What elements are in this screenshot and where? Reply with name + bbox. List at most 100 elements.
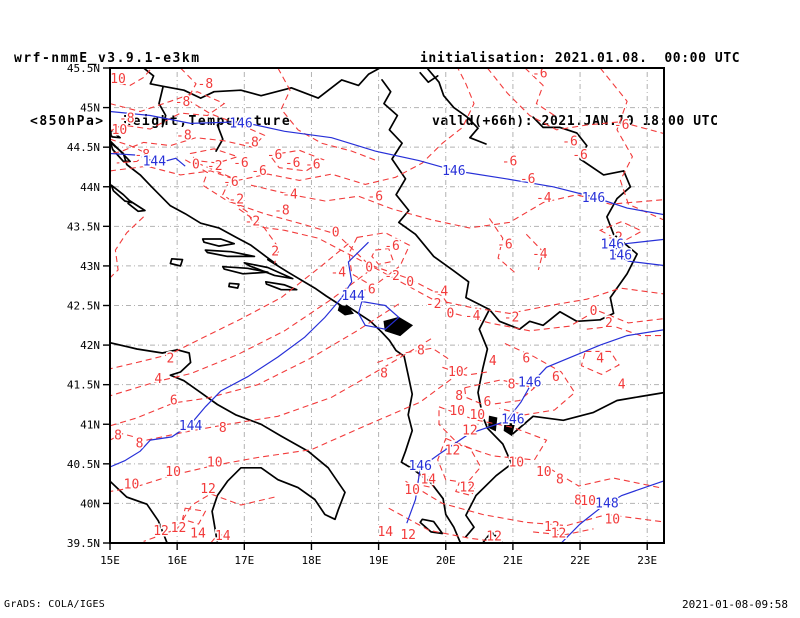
temperature-contour-label: 14: [377, 525, 393, 540]
temperature-contour-label: 4: [618, 378, 626, 393]
temperature-contour-label: 8: [574, 493, 582, 508]
contour-labels: 10 -8-8-810 -8 -8-80 -2 -6-6-6-6-6 -6-6-4-8-2-…: [110, 67, 634, 545]
temperature-contour-label: 10: [207, 455, 223, 470]
temperature-contour-label: 8: [219, 421, 227, 436]
height-contour-label: 144: [179, 419, 203, 434]
temperature-contour-label: -4: [282, 188, 298, 203]
temperature-contour-label: -2: [207, 159, 223, 174]
height-contour-label: 146: [609, 249, 632, 264]
temperature-contour-label: 10: [604, 512, 620, 527]
height-contours: [110, 110, 664, 543]
temperature-contour-label: -2: [504, 310, 520, 325]
temperature-contour-label: -6: [614, 118, 630, 133]
temperature-contour-label: -6: [267, 148, 283, 163]
temperature-contour-label: -6: [305, 158, 321, 173]
temperature-contour-label: -8: [175, 95, 191, 110]
lat-tick-label: 40N: [80, 497, 100, 510]
temperature-contour-label: 0: [590, 304, 598, 319]
grid-lines: [110, 68, 664, 543]
temperature-contour-label: 10: [448, 365, 464, 380]
temperature-contour-label: 6: [483, 395, 491, 410]
temperature-contour-label: -2: [426, 297, 442, 312]
temperature-contour-label: -8: [198, 77, 214, 92]
temperature-contour-label: 8: [556, 473, 564, 488]
height-contour-label: 146: [518, 375, 541, 390]
temperature-contour-label: 8: [136, 436, 144, 451]
temperature-contour-label: 12: [486, 530, 502, 545]
grads-credit: GrADS: COLA/IGES: [4, 599, 106, 610]
lon-tick-label: 21E: [503, 554, 523, 567]
temperature-contour-label: 12: [153, 524, 169, 539]
height-contour-label: 146: [408, 459, 431, 474]
temperature-contour-label: 12: [400, 528, 416, 543]
temperature-contour-label: -8: [176, 128, 192, 143]
temperature-contour-label: 8: [380, 367, 388, 382]
lon-tick-label: 23E: [637, 554, 657, 567]
height-contour-label: 144: [143, 154, 167, 169]
axis-labels: 45.5N 45N 44.5N 44N 43.5N 43N 42.5N 42N 41.5N 41N…: [67, 62, 657, 567]
lat-tick-label: 43.5N: [67, 220, 100, 233]
temperature-contour-label: -6: [251, 164, 267, 179]
temperature-contour-label: 10: [404, 483, 420, 498]
lat-tick-label: 41.5N: [67, 379, 100, 392]
temperature-contour-label: -2: [245, 215, 261, 230]
lat-tick-label: 45.5N: [67, 62, 100, 75]
lon-tick-label: 17E: [234, 554, 254, 567]
temperature-contour-label: 6: [522, 352, 530, 367]
temperature-contour-label: 4: [489, 354, 497, 369]
temperature-contour-label: 12: [445, 443, 461, 458]
axis-ticks: [103, 67, 648, 550]
temperature-contour-label: 12: [200, 482, 216, 497]
lat-tick-label: 43N: [80, 260, 100, 273]
lat-tick-label: 45N: [80, 102, 100, 115]
temperature-contour-label: -8: [243, 135, 259, 150]
temperature-contour-label: 14: [420, 473, 436, 488]
temperature-contour-label: -6: [223, 175, 239, 190]
lat-tick-label: 44N: [80, 181, 100, 194]
time-block: initialisation: 2021.01.08. 00:00 UTC va…: [420, 6, 740, 174]
creation-timestamp: 2021-01-08-09:58: [682, 598, 788, 611]
temperature-contour-label: -6: [562, 135, 578, 150]
temperature-contour-label: -6: [233, 156, 249, 171]
height-contour-label: 148: [595, 496, 618, 511]
temperature-contour-label: 0: [365, 261, 373, 276]
temperature-contour-label: -4: [465, 309, 481, 324]
temperature-contour-label: -6: [497, 238, 513, 253]
height-contour-label: 146: [501, 413, 524, 428]
temperature-contour-label: 10: [449, 404, 465, 419]
height-contour-label: 146: [582, 191, 605, 206]
temperature-contour-label: 2: [605, 316, 613, 331]
lon-tick-label: 19E: [369, 554, 389, 567]
temperature-contour-label: 10: [580, 494, 596, 509]
temperature-contour-label: 6: [170, 394, 178, 409]
height-contour-label: 146: [229, 116, 252, 131]
temperature-contour-label: 10: [165, 465, 181, 480]
temperature-contour-label: -8: [134, 148, 150, 163]
temperature-contour-label: 8: [417, 344, 425, 359]
lakes: [337, 304, 515, 437]
temperature-contour-label: 10: [110, 72, 126, 87]
temperature-contour-label: -2: [384, 269, 400, 284]
temperature-contour-label: 10: [536, 465, 552, 480]
temperature-contour-label: 8: [455, 389, 463, 404]
lon-tick-label: 18E: [302, 554, 322, 567]
temperature-contour-label: 8: [114, 428, 122, 443]
temperature-contour-label: 10: [469, 408, 485, 423]
lon-tick-label: 20E: [436, 554, 456, 567]
temperature-contour-label: 12: [459, 481, 475, 496]
temperature-contour-label: 8: [508, 378, 516, 393]
temperature-contour-label: 10: [508, 455, 524, 470]
temperature-contour-label: -4: [330, 265, 346, 280]
temperature-contour-label: 6: [552, 370, 560, 385]
model-version-title: wrf-nmmE_v3.9.1-e3km: [14, 51, 201, 66]
lon-tick-label: 22E: [570, 554, 590, 567]
temperature-contour-label: -4: [536, 191, 552, 206]
temperature-contour-label: 2: [167, 352, 175, 367]
temperature-contour-label: -6: [532, 67, 548, 82]
lat-tick-label: 41N: [80, 418, 100, 431]
lat-tick-label: 42N: [80, 339, 100, 352]
coastlines-borders: [110, 68, 664, 543]
temperature-contours: [110, 68, 664, 543]
lat-tick-label: 42.5N: [67, 300, 100, 313]
